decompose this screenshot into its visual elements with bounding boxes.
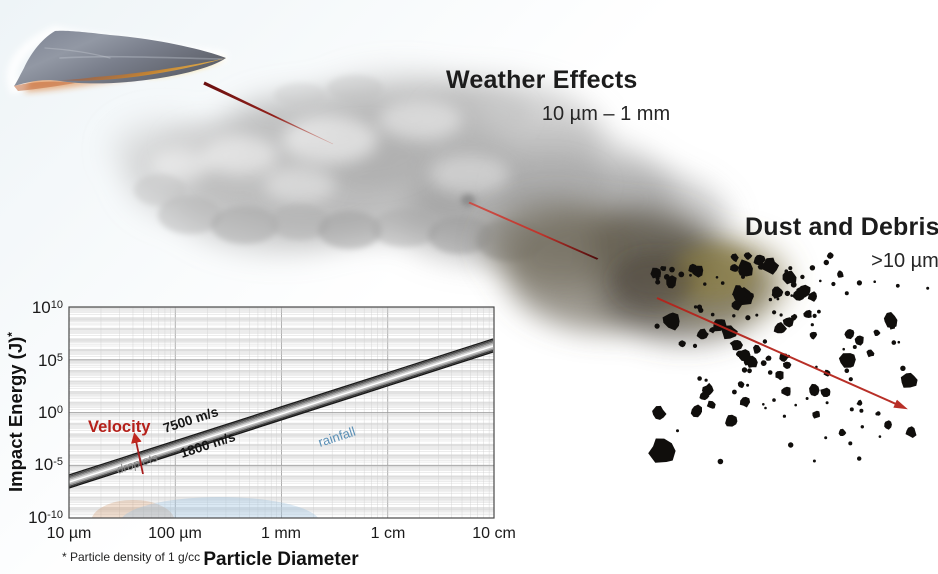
svg-text:* Particle density of 1 g/cc: * Particle density of 1 g/cc <box>62 550 200 564</box>
svg-text:105: 105 <box>38 351 63 370</box>
svg-text:100 µm: 100 µm <box>148 525 202 542</box>
svg-text:10 cm: 10 cm <box>472 525 516 542</box>
svg-text:Impact Energy (J)*: Impact Energy (J)* <box>5 332 26 492</box>
svg-text:10-5: 10-5 <box>34 455 63 474</box>
svg-text:1 mm: 1 mm <box>261 525 301 542</box>
svg-text:100: 100 <box>38 403 63 422</box>
svg-text:1 cm: 1 cm <box>371 525 406 542</box>
svg-text:10 µm: 10 µm <box>47 525 92 542</box>
svg-text:Particle Diameter: Particle Diameter <box>203 549 359 570</box>
svg-text:1010: 1010 <box>32 298 63 317</box>
svg-text:Velocity: Velocity <box>88 418 151 436</box>
